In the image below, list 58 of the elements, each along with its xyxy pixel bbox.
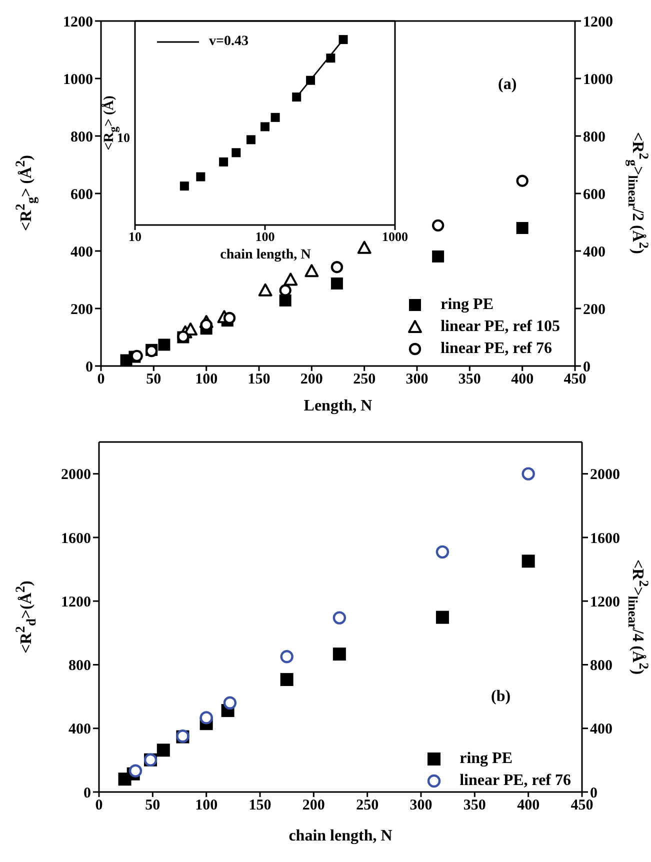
y-tick-label: 1000 <box>63 72 93 88</box>
x-axis-title: Length, N <box>302 396 374 416</box>
y2-tick-label: 400 <box>590 722 612 738</box>
y-tick-label: 0 <box>86 359 93 376</box>
x-tick-label: 100 <box>195 798 218 814</box>
x-tick-label: 300 <box>410 798 432 814</box>
y-tick-label: 600 <box>70 186 93 203</box>
x-tick-label: 100 <box>255 229 275 244</box>
x-tick-label: 450 <box>570 798 594 814</box>
x-tick-label: 150 <box>248 372 270 388</box>
x-tick-label: 350 <box>458 372 481 388</box>
y2-tick-label: 1200 <box>583 14 613 30</box>
x-tick-label: 400 <box>511 372 534 388</box>
y-tick-label: 1200 <box>61 594 91 610</box>
x-tick-label: 0 <box>97 372 105 388</box>
y-tick-label: 1600 <box>61 530 91 547</box>
y2-tick-label: 1000 <box>583 72 613 88</box>
y2-tick-label: 2000 <box>590 467 620 484</box>
y2-tick-label: 800 <box>590 658 612 674</box>
x-tick-label: 250 <box>356 798 379 814</box>
y-tick-label: 400 <box>68 722 91 738</box>
legend-label: v=0.43 <box>209 34 248 50</box>
y-tick-label: 400 <box>70 244 93 260</box>
annotation: (b) <box>491 688 511 706</box>
x-axis-title: chain length, N <box>219 246 312 264</box>
x-tick-label: 50 <box>146 372 162 388</box>
y-tick-label: 0 <box>84 785 91 802</box>
legend-label: ring PE <box>460 750 512 768</box>
legend-label: linear PE, ref 76 <box>460 772 571 790</box>
x-tick-label: 100 <box>195 372 218 388</box>
y-tick-label: 200 <box>70 302 93 318</box>
y-tick-label: 1200 <box>63 14 93 30</box>
y2-tick-label: 600 <box>583 186 606 203</box>
x-tick-label: 300 <box>406 372 428 388</box>
x-tick-label: 350 <box>463 798 486 814</box>
x-tick-label: 150 <box>248 798 272 814</box>
x-tick-label: 0 <box>95 798 103 814</box>
y2-tick-label: 1600 <box>590 530 620 547</box>
x-tick-label: 450 <box>564 372 586 388</box>
y2-tick-label: 800 <box>583 129 606 146</box>
x-tick-label: 200 <box>300 372 323 388</box>
y2-tick-label: 1200 <box>590 594 620 610</box>
x-axis-title: chain length, N <box>288 826 394 846</box>
legend-label: ring PE <box>440 296 494 314</box>
y-tick-label: 800 <box>70 129 93 146</box>
x-tick-label: 400 <box>517 798 540 814</box>
annotation: (a) <box>498 76 517 94</box>
x-tick-label: 250 <box>353 372 376 388</box>
y2-tick-label: 400 <box>583 244 606 260</box>
x-tick-label: 50 <box>145 798 160 814</box>
y-tick-label: 2000 <box>61 467 91 484</box>
legend-label: linear PE, ref 105 <box>440 318 560 336</box>
y-tick-label: 800 <box>68 658 91 674</box>
y2-tick-label: 200 <box>583 302 606 318</box>
x-tick-label: 1000 <box>382 229 408 244</box>
x-tick-label: 10 <box>128 229 142 244</box>
x-tick-label: 200 <box>302 798 325 814</box>
legend-label: linear PE, ref 76 <box>440 340 552 358</box>
